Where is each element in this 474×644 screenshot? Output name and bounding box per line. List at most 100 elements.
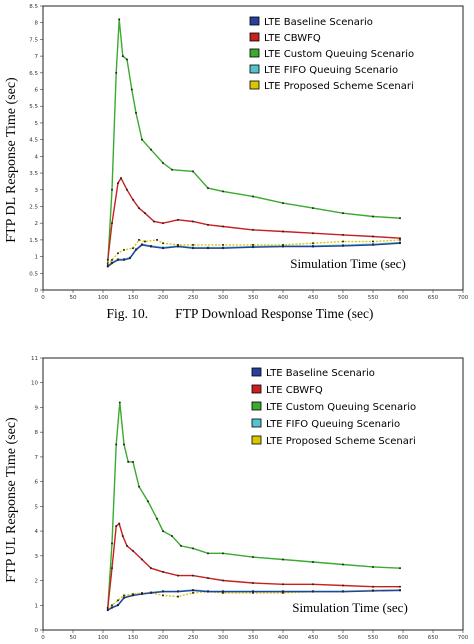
x-tick-label: 150: [128, 635, 139, 641]
legend-swatch: [249, 80, 260, 90]
x-tick-label: 100: [98, 635, 109, 641]
data-point: [117, 599, 119, 602]
data-point: [372, 589, 374, 592]
x-tick-label: 300: [218, 295, 229, 301]
x-tick-label: 700: [458, 295, 469, 301]
data-point: [162, 242, 164, 245]
x-tick-label: 400: [278, 635, 289, 641]
data-point: [118, 401, 121, 404]
data-point: [399, 242, 401, 245]
data-point: [282, 243, 284, 246]
data-point: [115, 525, 118, 528]
y-tick-label: 7: [35, 455, 39, 461]
x-tick-label: 300: [218, 635, 229, 641]
data-point: [252, 590, 254, 593]
series-line-0: [107, 589, 401, 611]
data-point: [144, 212, 146, 215]
legend-label: LTE Baseline Scenario: [266, 368, 375, 379]
x-tick-label: 200: [158, 295, 169, 301]
data-point: [207, 187, 209, 190]
data-point: [282, 230, 284, 233]
y-tick-label: 9: [35, 405, 39, 411]
data-point: [123, 594, 125, 597]
data-point: [177, 590, 179, 593]
data-point: [222, 243, 224, 246]
data-point: [207, 577, 209, 580]
x-tick-label: 550: [368, 295, 379, 301]
legend-swatch: [251, 367, 262, 377]
data-point: [282, 202, 284, 205]
data-point: [129, 257, 131, 260]
x-tick-label: 0: [41, 295, 45, 301]
data-point: [207, 223, 209, 226]
data-point: [282, 245, 284, 248]
data-point: [180, 544, 182, 547]
data-point: [399, 238, 401, 241]
data-point: [399, 589, 401, 592]
data-point: [111, 262, 113, 265]
x-tick-label: 50: [70, 295, 77, 301]
y-tick-label: 8: [35, 430, 39, 436]
x-tick-label: 400: [278, 295, 289, 301]
chart-1-caption: Fig. 10. FTP Download Response Time (sec…: [107, 306, 374, 321]
legend-label: LTE FIFO Queuing Scenario: [264, 65, 398, 76]
data-point: [117, 252, 119, 255]
data-point: [150, 148, 152, 151]
legend-label: LTE Custom Queuing Scenario: [266, 402, 416, 413]
data-point: [282, 583, 284, 586]
data-point: [372, 240, 374, 243]
data-point: [156, 517, 158, 520]
y-tick-label: 4.5: [29, 138, 38, 144]
data-point: [252, 582, 254, 585]
data-point: [342, 244, 344, 247]
y-tick-label: 7: [35, 54, 39, 60]
data-point: [141, 138, 143, 141]
data-point: [192, 243, 194, 246]
data-point: [111, 604, 113, 607]
legend-label: LTE Custom Queuing Scenario: [264, 49, 414, 60]
data-point: [162, 247, 164, 250]
data-point: [111, 188, 113, 191]
x-tick-label: 350: [248, 295, 259, 301]
data-point: [117, 604, 119, 607]
data-point: [252, 246, 254, 249]
data-point: [132, 247, 134, 250]
legend-label: LTE CBWFQ: [266, 385, 323, 396]
data-point: [207, 247, 209, 250]
x-tick-label: 150: [128, 295, 139, 301]
y-tick-label: 6.5: [29, 71, 38, 77]
data-point: [132, 460, 134, 463]
data-point: [399, 567, 401, 570]
data-point: [222, 190, 224, 193]
y-tick-label: 3: [35, 188, 39, 194]
data-point: [156, 238, 158, 241]
data-point: [222, 225, 224, 228]
y-tick-label: 6: [35, 480, 39, 486]
data-point: [121, 535, 124, 538]
data-point: [135, 111, 137, 114]
y-tick-label: 7.5: [29, 37, 38, 43]
data-point: [106, 258, 109, 261]
data-point: [117, 182, 119, 185]
x-tick-label: 450: [308, 635, 319, 641]
x-tick-label: 500: [338, 635, 349, 641]
legend-swatch: [249, 16, 260, 26]
data-point: [192, 247, 194, 250]
data-point: [342, 212, 344, 215]
data-point: [118, 18, 121, 21]
y-tick-label: 11: [31, 356, 38, 362]
data-point: [192, 170, 194, 173]
x-tick-label: 250: [188, 295, 199, 301]
data-point: [372, 243, 374, 246]
data-point: [147, 500, 149, 503]
x-tick-label: 250: [188, 635, 199, 641]
data-point: [150, 567, 152, 570]
data-point: [399, 237, 401, 240]
data-point: [252, 243, 254, 246]
data-point: [252, 556, 254, 559]
data-point: [222, 552, 224, 555]
y-tick-label: 5.5: [29, 104, 38, 110]
x-tick-label: 0: [41, 635, 45, 641]
data-point: [106, 609, 109, 612]
